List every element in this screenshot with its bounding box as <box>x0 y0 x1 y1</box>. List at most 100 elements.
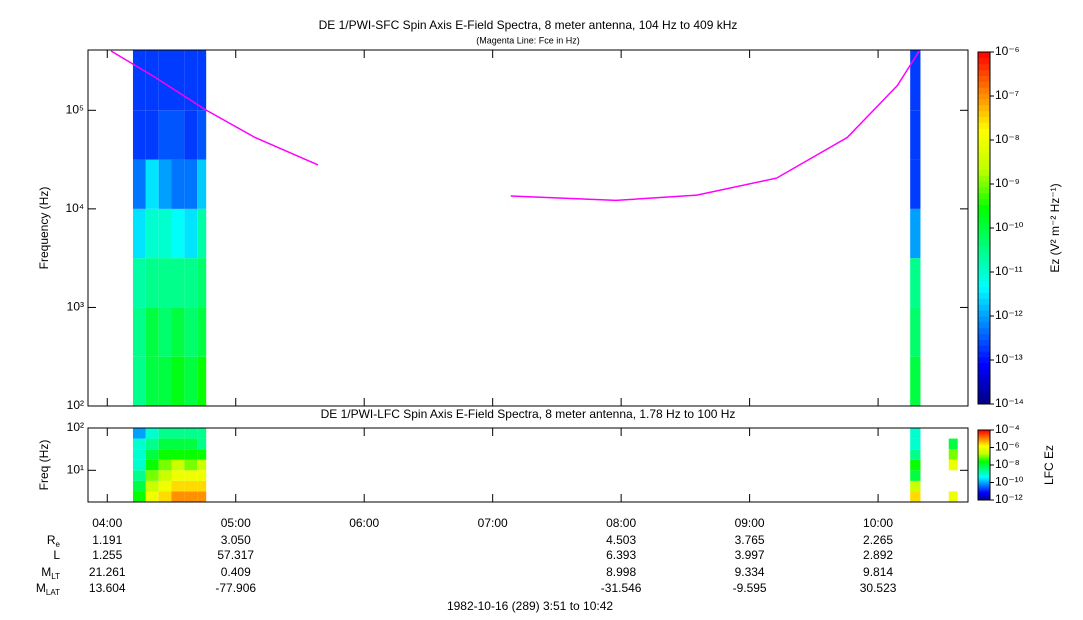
spectrogram-cell <box>184 208 198 259</box>
colorbar-step <box>978 479 990 481</box>
colorbar-step <box>978 442 990 445</box>
spectrogram-cell <box>910 428 921 439</box>
colorbar-step <box>978 476 990 479</box>
spectrogram-cell <box>132 258 146 308</box>
colorbar-step <box>978 128 990 135</box>
spectrogram-cell <box>158 307 172 357</box>
colorbar-step <box>978 453 990 455</box>
colorbar-step <box>978 455 990 458</box>
colorbar-step <box>978 494 990 496</box>
colorbar-step <box>978 339 990 346</box>
spectrogram-cell <box>910 159 921 209</box>
colorbar-step <box>978 298 990 305</box>
y-tick-label: 10³ <box>67 300 84 314</box>
colorbar-step <box>978 204 990 211</box>
colorbar-step <box>978 456 990 459</box>
spectrogram-cell <box>171 159 185 209</box>
colorbar-step <box>978 257 990 264</box>
spectrogram-cell <box>910 449 921 460</box>
colorbar-step <box>978 398 990 405</box>
colorbar <box>978 52 990 405</box>
spectrogram-cell <box>948 491 958 502</box>
spectrogram-cell <box>197 449 207 460</box>
spectrogram-cell <box>145 50 159 62</box>
colorbar-step <box>978 362 990 370</box>
colorbar-step <box>978 75 990 82</box>
spectrogram-cell <box>184 470 198 481</box>
spectrogram-cell <box>184 159 198 209</box>
colorbar-step <box>978 321 990 329</box>
ephemeris-value: 9.334 <box>735 565 765 579</box>
x-tick-label: 06:00 <box>349 516 379 530</box>
y-axis-label: Freq (Hz) <box>37 440 51 491</box>
footer: 1982-10-16 (289) 3:51 to 10:42 <box>447 599 613 613</box>
chart-subtitle: (Magenta Line: Fce in Hz) <box>476 35 580 45</box>
colorbar-step <box>978 333 990 340</box>
colorbar-step <box>978 351 990 358</box>
colorbar-step <box>978 496 990 499</box>
colorbar-step <box>978 462 990 465</box>
spectrogram-cell <box>197 61 207 111</box>
colorbar-step <box>978 452 990 454</box>
spectrogram-cell <box>171 356 185 406</box>
spectrogram-cell <box>197 159 207 209</box>
colorbar-step <box>978 87 990 94</box>
colorbar-step <box>978 122 990 129</box>
spectrogram-cell <box>145 307 159 357</box>
spectrogram-cell <box>145 258 159 308</box>
spectrogram-cell <box>184 50 198 62</box>
colorbar-step <box>978 222 990 229</box>
ephemeris-value: 9.814 <box>863 565 893 579</box>
spectrogram <box>132 50 921 406</box>
colorbar-step <box>978 151 990 159</box>
ephemeris-label-main: M <box>36 581 46 595</box>
colorbar-step <box>978 239 990 247</box>
colorbar-step <box>978 392 990 399</box>
spectrogram-cell <box>197 110 207 160</box>
spectrogram-cell <box>197 356 207 406</box>
spectrogram-cell <box>145 110 159 160</box>
colorbar-step <box>978 345 990 352</box>
ephemeris-label-main: L <box>53 548 60 562</box>
spectrogram-cell <box>132 480 146 492</box>
colorbar-step <box>978 140 990 147</box>
spectrogram-cell <box>158 258 172 308</box>
colorbar-step <box>978 434 990 437</box>
spectrogram-cell <box>171 449 185 460</box>
colorbar-step <box>978 466 990 468</box>
spectrogram-cell <box>132 470 146 481</box>
colorbar-step <box>978 169 990 176</box>
colorbar-tick-label: 10⁻¹⁴ <box>995 396 1024 410</box>
spectrogram-cell <box>171 428 185 439</box>
colorbar-step <box>978 435 990 438</box>
colorbar-step <box>978 274 990 282</box>
ephemeris-value: 3.765 <box>735 533 765 547</box>
colorbar-step <box>978 280 990 288</box>
ephemeris-value: 2.892 <box>863 548 893 562</box>
colorbar-step <box>978 454 990 457</box>
colorbar-step <box>978 445 990 447</box>
x-tick-label: 04:00 <box>92 516 122 530</box>
colorbar-step <box>978 451 990 453</box>
colorbar-step <box>978 104 990 112</box>
x-tick-label: 07:00 <box>478 516 508 530</box>
colorbar-step <box>978 81 990 88</box>
spectrogram-cell <box>171 307 185 357</box>
x-tick-label: 05:00 <box>221 516 251 530</box>
ephemeris-value: 1.255 <box>92 548 122 562</box>
colorbar-step <box>978 458 990 460</box>
colorbar-step <box>978 449 990 452</box>
spectrogram-cell <box>158 438 172 450</box>
colorbar-step <box>978 470 990 473</box>
spectrogram-cell <box>948 459 958 471</box>
ephemeris-value: -77.906 <box>215 581 256 595</box>
colorbar-step <box>978 474 990 476</box>
colorbar-step <box>978 481 990 483</box>
colorbar-step <box>978 437 990 439</box>
spectrogram-cell <box>145 491 159 502</box>
ephemeris-value: -9.595 <box>733 581 767 595</box>
colorbar-step <box>978 98 990 106</box>
colorbar-tick-label: 10⁻⁹ <box>995 176 1020 190</box>
colorbar-tick-label: 10⁻¹⁰ <box>995 475 1024 489</box>
